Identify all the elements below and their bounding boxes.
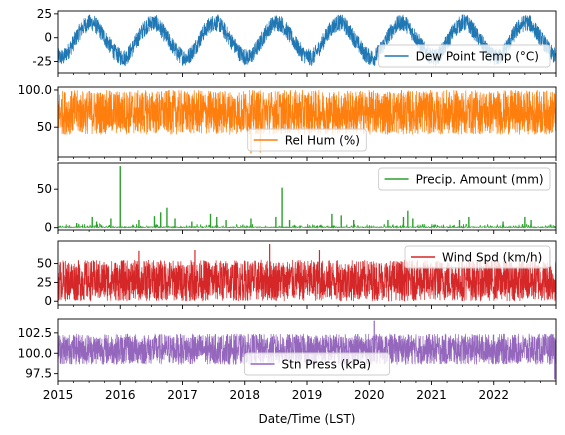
series-line xyxy=(58,89,556,135)
legend: Wind Spd (km/h) xyxy=(404,245,551,269)
y-tick-label: 100.0 xyxy=(18,346,52,360)
panel-1: 25 0 -25 Dew Point Temp (°C) xyxy=(32,7,557,77)
series-line xyxy=(58,13,556,67)
y-tick-label: 50 xyxy=(37,182,52,196)
y-tick-label: 102.5 xyxy=(18,326,52,340)
series-line xyxy=(58,259,556,302)
legend-box xyxy=(244,352,390,376)
y-tick-label: 100.0 xyxy=(18,83,52,97)
y-tick-label: 97.5 xyxy=(25,367,52,381)
series-line xyxy=(58,222,556,230)
y-tick-label: 0 xyxy=(44,294,52,308)
legend-label: Rel Hum (%) xyxy=(285,134,360,148)
y-tick-label: 0 xyxy=(44,221,52,235)
panel-3: 50 0 Precip. Amount (mm) xyxy=(37,162,557,235)
series-line xyxy=(58,333,556,365)
x-tick-label: 2021 xyxy=(416,388,447,402)
y-tick-label: -25 xyxy=(32,55,52,69)
legend-box xyxy=(378,44,551,68)
panel-4: 50 25 0 Wind Spd (km/h) xyxy=(37,240,557,309)
x-tick-label: 2020 xyxy=(354,388,385,402)
panel-5: 102.5 100.0 97.5 Stn Press (kPa) xyxy=(18,318,557,385)
y-tick-label: 50 xyxy=(37,257,52,271)
y-tick-label: 50 xyxy=(37,120,52,134)
y-tick-label: 25 xyxy=(37,7,52,21)
legend-box xyxy=(247,128,367,152)
panel-2: 100.0 50 Rel Hum (%) xyxy=(18,83,557,161)
y-tick-label: 25 xyxy=(37,275,52,289)
legend: Precip. Amount (mm) xyxy=(378,167,551,191)
legend: Rel Hum (%) xyxy=(247,128,367,152)
legend-box xyxy=(378,167,551,191)
legend: Stn Press (kPa) xyxy=(244,352,390,376)
x-axis-label: Date/Time (LST) xyxy=(259,412,356,426)
x-tick-label: 2018 xyxy=(229,388,260,402)
x-tick-label: 2019 xyxy=(292,388,323,402)
legend-box xyxy=(404,245,551,269)
legend: Dew Point Temp (°C) xyxy=(378,44,551,68)
x-tick-label: 2017 xyxy=(167,388,198,402)
legend-label: Wind Spd (km/h) xyxy=(442,251,542,265)
x-tick-label: 2022 xyxy=(478,388,509,402)
legend-label: Dew Point Temp (°C) xyxy=(416,50,539,64)
y-tick-label: 0 xyxy=(44,31,52,45)
legend-label: Precip. Amount (mm) xyxy=(416,173,544,187)
x-tick-label: 2015 xyxy=(43,388,74,402)
legend-label: Stn Press (kPa) xyxy=(282,358,372,372)
x-tick-label: 2016 xyxy=(105,388,136,402)
